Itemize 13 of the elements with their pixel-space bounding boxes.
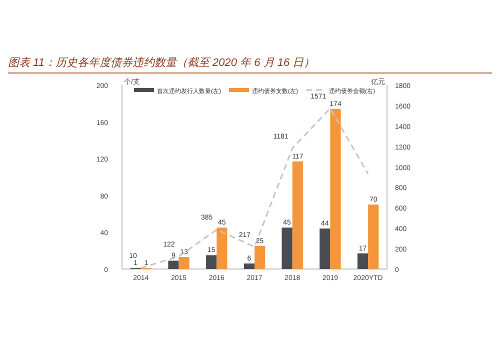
bar (178, 257, 190, 269)
bar (206, 255, 217, 269)
bar (320, 228, 330, 269)
bar (368, 204, 379, 269)
title: 图表 11：历史各年度债券违约数量（截至 2020 年 6 月 16 日） (8, 57, 315, 69)
bar (244, 263, 254, 269)
bar (168, 260, 179, 269)
bar (282, 228, 292, 269)
bar (357, 253, 368, 269)
bar (254, 246, 266, 269)
bar (330, 108, 341, 269)
bar (216, 228, 228, 269)
bar (292, 161, 303, 269)
